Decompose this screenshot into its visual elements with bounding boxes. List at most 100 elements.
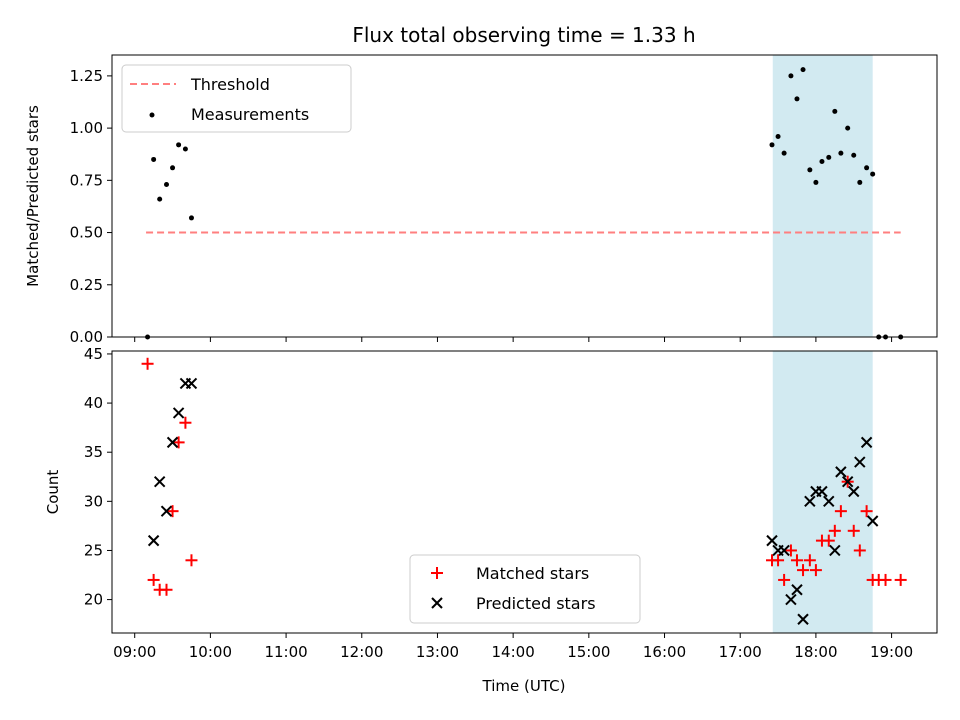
matched-star-point	[853, 544, 866, 557]
y-tick-label: 20	[84, 591, 103, 609]
top-y-ticks: 0.00 0.25 0.50 0.75 1.00 1.25	[70, 67, 112, 346]
measurement-point	[170, 165, 176, 171]
predicted-star-point	[185, 377, 198, 390]
matched-star-point	[847, 524, 860, 537]
top-panel: 0.00 0.25 0.50 0.75 1.00 1.25 Flux total obse…	[24, 23, 938, 346]
legend-measurements-swatch	[149, 112, 155, 118]
y-tick-label: 1.00	[70, 119, 103, 137]
x-tick-label: 14:00	[492, 643, 535, 661]
matched-star-point	[809, 564, 822, 577]
measurement-point	[864, 165, 870, 171]
predicted-star-point	[841, 475, 854, 488]
x-axis-label: Time (UTC)	[482, 677, 566, 695]
measurement-point	[807, 167, 813, 173]
measurement-point	[845, 125, 851, 131]
x-tick-label: 15:00	[567, 643, 610, 661]
x-tick-label: 09:00	[113, 643, 156, 661]
measurement-point	[870, 171, 876, 177]
x-tick-label: 18:00	[794, 643, 837, 661]
legend-matched-label: Matched stars	[476, 564, 589, 583]
predicted-star-point	[816, 485, 828, 498]
legend-measurements-label: Measurements	[191, 105, 309, 124]
predicted-star-point	[860, 436, 873, 449]
measurement-point	[182, 146, 188, 152]
legend-threshold-label: Threshold	[190, 75, 270, 94]
measurement-point	[813, 179, 819, 185]
predicted-star-point	[166, 436, 179, 449]
x-tick-label: 11:00	[264, 643, 307, 661]
matched-star-point	[172, 436, 185, 449]
matched-stars-points	[141, 357, 907, 596]
legend-matched-swatch	[431, 567, 443, 579]
matched-star-point	[822, 534, 835, 547]
predicted-star-point	[785, 593, 797, 606]
predicted-star-point	[823, 495, 835, 508]
y-tick-label: 0.00	[70, 328, 103, 346]
predicted-star-point	[829, 544, 841, 557]
bottom-y-ticks: 20 25 30 35 40 45	[84, 345, 112, 609]
predicted-star-point	[147, 534, 160, 547]
legend-predicted-label: Predicted stars	[476, 594, 596, 613]
y-tick-label: 0.75	[70, 171, 103, 189]
predicted-star-point	[866, 515, 879, 527]
top-shaded-region	[772, 55, 873, 337]
chart-title: Flux total observing time = 1.33 h	[352, 23, 695, 47]
bottom-y-axis-label: Count	[44, 470, 62, 515]
matched-star-point	[894, 573, 907, 586]
measurement-point	[826, 154, 832, 160]
x-tick-label: 19:00	[870, 643, 913, 661]
predicted-star-point	[854, 456, 866, 468]
measurement-point	[163, 182, 169, 188]
top-legend: Threshold Measurements	[121, 64, 352, 133]
measurement-point	[838, 150, 844, 156]
matched-star-point	[828, 524, 841, 537]
x-tick-label: 13:00	[416, 643, 459, 661]
bottom-legend: Matched stars Predicted stars	[409, 554, 641, 624]
measurement-point	[832, 108, 838, 114]
y-tick-label: 40	[84, 394, 103, 412]
predicted-star-point	[172, 407, 185, 419]
bottom-legend-box	[409, 554, 641, 624]
bottom-axes-frame	[111, 350, 938, 634]
matched-star-point	[772, 554, 785, 567]
matched-star-point	[834, 505, 847, 518]
y-tick-label: 1.25	[70, 67, 103, 85]
top-x-ticks	[134, 337, 893, 342]
matched-star-point	[147, 573, 160, 586]
measurement-point	[781, 150, 787, 156]
bottom-panel: 20 25 30 35 40 45 09:00 10:00 11:00 12:00 13:00 14…	[44, 345, 938, 695]
measurement-point	[851, 152, 857, 158]
top-axes-frame	[111, 54, 938, 338]
measurement-point	[819, 159, 825, 165]
y-tick-label: 25	[84, 541, 103, 559]
matched-star-point	[803, 554, 816, 567]
legend-predicted-swatch	[431, 597, 443, 609]
predicted-star-point	[766, 534, 778, 547]
top-legend-box	[121, 64, 352, 133]
y-tick-label: 45	[84, 345, 103, 363]
matched-star-point	[860, 505, 873, 518]
matched-star-point	[141, 357, 154, 370]
x-tick-label: 17:00	[719, 643, 762, 661]
y-tick-label: 0.25	[70, 276, 103, 294]
measurement-point	[794, 96, 800, 102]
predicted-star-point	[791, 584, 803, 596]
matched-star-point	[160, 583, 173, 596]
predicted-star-point	[160, 505, 173, 517]
predicted-star-point	[804, 495, 816, 508]
y-tick-label: 35	[84, 443, 103, 461]
predicted-star-point	[778, 544, 790, 557]
measurement-point	[788, 73, 794, 79]
measurement-point	[775, 133, 781, 139]
bottom-x-ticks: 09:00 10:00 11:00 12:00 13:00 14:00 15:00 16:00…	[113, 633, 913, 661]
measurement-point	[176, 142, 182, 148]
matched-star-point	[185, 554, 198, 567]
predicted-star-point	[848, 485, 860, 498]
matched-star-point	[790, 554, 803, 567]
predicted-star-point	[835, 466, 847, 478]
measurement-point	[857, 179, 863, 185]
x-tick-label: 12:00	[340, 643, 383, 661]
measurement-point	[188, 215, 194, 221]
matched-star-point	[797, 564, 810, 577]
